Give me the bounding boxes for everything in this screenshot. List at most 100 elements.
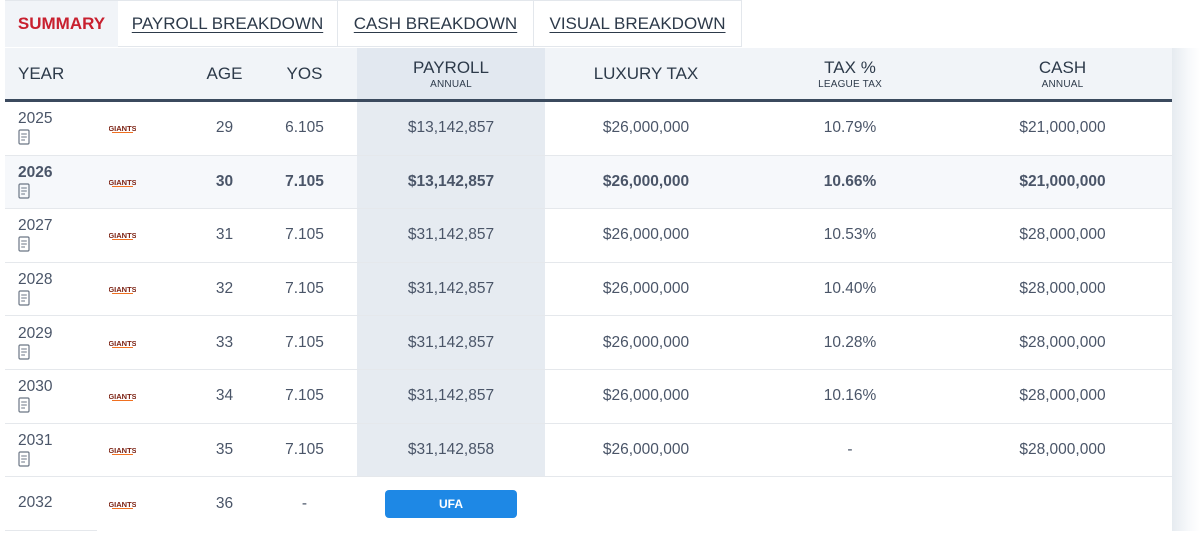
cash-cell: $28,000,000 bbox=[1019, 440, 1106, 458]
cash-cell: $21,000,000 bbox=[1019, 119, 1106, 137]
giants-logo-icon: GIANTS bbox=[109, 178, 136, 187]
team-logo-cell: GIANTS bbox=[97, 477, 197, 531]
col-header-tax-pct-sub: LEAGUE TAX bbox=[818, 78, 882, 90]
document-icon[interactable] bbox=[18, 236, 30, 253]
table-row: 2028 GIANTS 32 7.105 $31,142,857 $26,000… bbox=[5, 262, 1172, 317]
luxury-tax-cell: $26,000,000 bbox=[602, 226, 690, 244]
giants-logo-icon: GIANTS bbox=[109, 500, 136, 509]
col-header-age[interactable]: AGE bbox=[206, 63, 243, 83]
giants-logo-icon: GIANTS bbox=[109, 392, 136, 402]
tax-pct-cell: 10.40% bbox=[823, 280, 877, 298]
tax-pct-cell: 10.28% bbox=[823, 333, 877, 351]
age-cell: 32 bbox=[215, 280, 234, 298]
team-logo-cell: GIANTS bbox=[97, 316, 197, 369]
cash-cell: $28,000,000 bbox=[1019, 387, 1106, 405]
table-header-row: YEAR AGE YOS PAYROLL ANNUAL LUXURY TAX T… bbox=[5, 48, 1172, 102]
table-row: 2030 GIANTS 34 7.105 $31,142,857 $26,000… bbox=[5, 369, 1172, 424]
year-value: 2031 bbox=[18, 431, 53, 449]
year-cell: 2025 bbox=[5, 102, 97, 155]
age-cell: 31 bbox=[215, 226, 234, 244]
year-cell: 2028 bbox=[5, 263, 97, 316]
team-logo-cell: GIANTS bbox=[97, 263, 197, 316]
giants-logo-icon: GIANTS bbox=[109, 285, 136, 295]
payroll-cell: $31,142,857 bbox=[357, 262, 545, 316]
giants-logo-text: GIANTS bbox=[109, 392, 136, 401]
document-icon[interactable] bbox=[18, 451, 30, 467]
cash-cell: $21,000,000 bbox=[1019, 172, 1106, 190]
col-header-payroll-sub: ANNUAL bbox=[430, 78, 472, 90]
luxury-tax-cell: $26,000,000 bbox=[602, 333, 690, 351]
giants-logo-icon: GIANTS bbox=[109, 124, 136, 134]
team-logo-cell: GIANTS bbox=[97, 102, 197, 155]
giants-logo-text: GIANTS bbox=[109, 178, 136, 187]
luxury-tax-cell: $26,000,000 bbox=[602, 172, 690, 190]
year-value: 2025 bbox=[18, 110, 53, 128]
payroll-cell: $31,142,857 bbox=[357, 209, 545, 262]
document-icon[interactable] bbox=[18, 129, 30, 145]
yos-cell: - bbox=[301, 494, 308, 512]
luxury-tax-cell: $26,000,000 bbox=[602, 119, 690, 137]
tax-pct-cell: - bbox=[847, 440, 853, 458]
payroll-cell: UFA bbox=[357, 477, 545, 531]
age-cell: 35 bbox=[215, 440, 234, 458]
tax-pct-cell: 10.16% bbox=[823, 387, 877, 405]
yos-cell: 7.105 bbox=[285, 226, 324, 244]
age-cell: 36 bbox=[215, 494, 234, 512]
tab-visual-breakdown[interactable]: VISUAL BREAKDOWN bbox=[534, 0, 742, 47]
luxury-tax-cell: $26,000,000 bbox=[602, 280, 690, 298]
payroll-cell: $31,142,857 bbox=[357, 316, 545, 369]
tab-summary[interactable]: SUMMARY bbox=[5, 0, 118, 47]
tax-pct-cell: 10.66% bbox=[823, 172, 877, 190]
age-cell: 29 bbox=[215, 119, 234, 137]
table-row: 2025 GIANTS 29 6.105 $13,142,857 $26,000… bbox=[5, 102, 1172, 156]
year-cell: 2032 bbox=[5, 477, 97, 531]
col-header-cash-sub: ANNUAL bbox=[1041, 78, 1084, 90]
giants-logo-text: GIANTS bbox=[109, 339, 136, 348]
table-row: 2031 GIANTS 35 7.105 $31,142,858 $26,000… bbox=[5, 423, 1172, 478]
giants-logo-text: GIANTS bbox=[109, 231, 136, 240]
yos-cell: 7.105 bbox=[285, 387, 324, 405]
tab-payroll-breakdown[interactable]: PAYROLL BREAKDOWN bbox=[118, 0, 338, 47]
cash-cell: $28,000,000 bbox=[1019, 333, 1106, 351]
year-cell: 2027 bbox=[5, 209, 97, 262]
payroll-cell: $13,142,857 bbox=[357, 102, 545, 155]
col-header-luxury-tax[interactable]: LUXURY TAX bbox=[593, 63, 699, 83]
team-logo-cell: GIANTS bbox=[97, 370, 197, 423]
yos-cell: 6.105 bbox=[285, 119, 324, 137]
col-header-tax-pct-label: TAX % bbox=[824, 57, 876, 77]
tax-pct-cell: 10.79% bbox=[823, 119, 877, 137]
giants-logo-text: GIANTS bbox=[109, 446, 136, 455]
col-header-cash[interactable]: CASH ANNUAL bbox=[953, 48, 1172, 99]
document-icon[interactable] bbox=[18, 183, 30, 199]
col-header-payroll-label: PAYROLL bbox=[413, 57, 489, 77]
yos-cell: 7.105 bbox=[285, 280, 324, 298]
luxury-tax-cell: $26,000,000 bbox=[602, 387, 690, 405]
col-header-payroll[interactable]: PAYROLL ANNUAL bbox=[357, 48, 545, 99]
col-header-year-label: YEAR bbox=[18, 63, 65, 83]
col-header-year[interactable]: YEAR bbox=[5, 48, 97, 99]
document-icon[interactable] bbox=[18, 290, 30, 306]
year-value: 2028 bbox=[18, 271, 53, 289]
age-cell: 33 bbox=[215, 333, 234, 351]
col-header-yos[interactable]: YOS bbox=[286, 63, 323, 83]
col-header-team bbox=[97, 48, 197, 99]
giants-logo-icon: GIANTS bbox=[109, 231, 136, 241]
giants-logo-text: GIANTS bbox=[109, 500, 136, 509]
team-logo-cell: GIANTS bbox=[97, 424, 197, 477]
yos-cell: 7.105 bbox=[285, 440, 324, 458]
team-logo-cell: GIANTS bbox=[97, 156, 197, 209]
payroll-cell: $31,142,857 bbox=[357, 369, 545, 423]
tab-cash-breakdown[interactable]: CASH BREAKDOWN bbox=[338, 0, 534, 47]
ufa-button[interactable]: UFA bbox=[385, 489, 517, 518]
col-header-tax-pct[interactable]: TAX % LEAGUE TAX bbox=[747, 48, 953, 99]
year-value: 2027 bbox=[18, 217, 53, 235]
table-row: 2026 GIANTS 30 7.105 $13,142,857 $26,000… bbox=[5, 155, 1172, 210]
payroll-cell: $13,142,857 bbox=[357, 155, 545, 209]
year-cell: 2031 bbox=[5, 424, 97, 477]
luxury-tax-cell: $26,000,000 bbox=[602, 440, 690, 458]
cash-cell: $28,000,000 bbox=[1019, 280, 1106, 298]
document-icon[interactable] bbox=[18, 344, 30, 360]
payroll-cell: $31,142,858 bbox=[357, 423, 545, 477]
document-icon[interactable] bbox=[18, 397, 30, 413]
giants-logo-icon: GIANTS bbox=[109, 339, 136, 348]
